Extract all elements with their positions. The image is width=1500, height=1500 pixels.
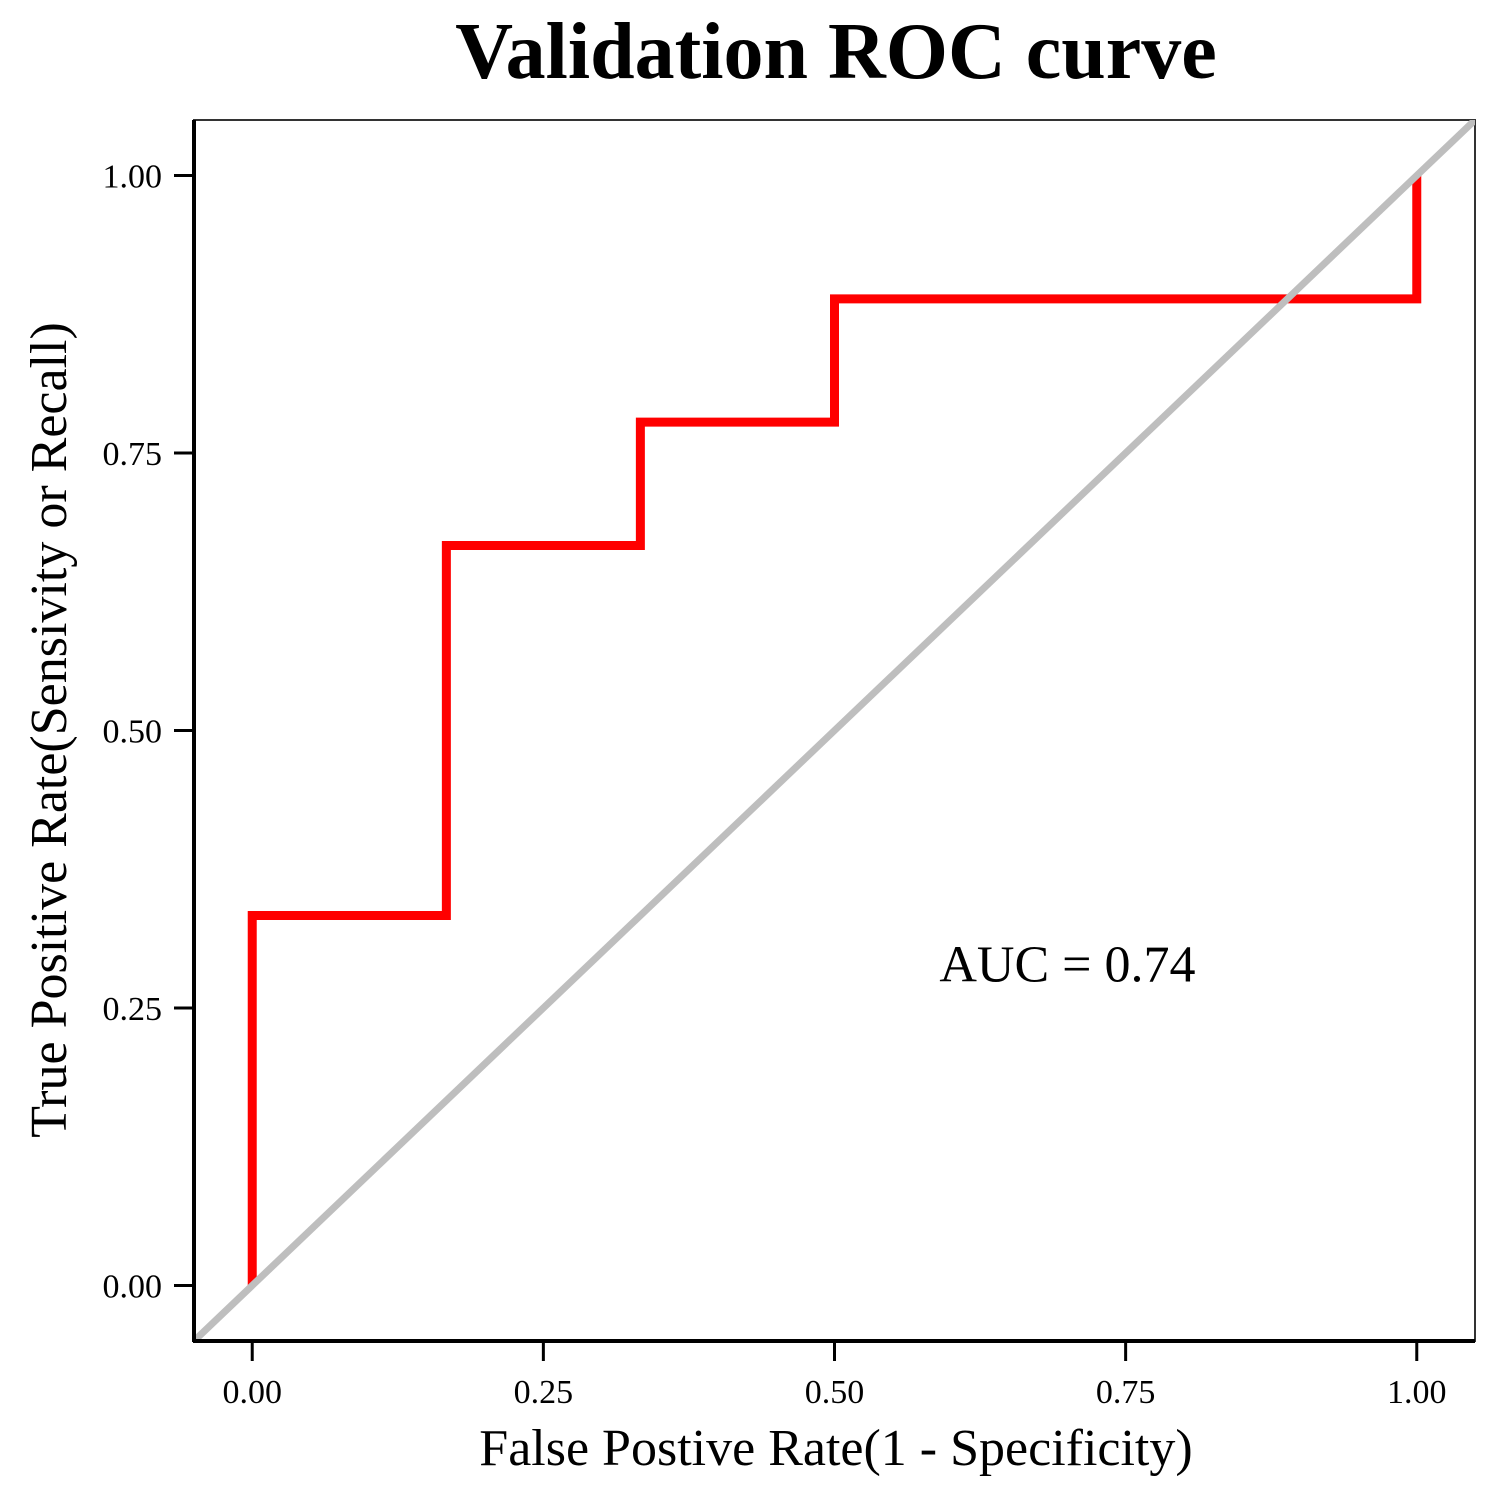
reference-diagonal-line [194, 120, 1475, 1341]
x-tick-label: 1.00 [1387, 1374, 1447, 1411]
chart-title: Validation ROC curve [455, 8, 1217, 96]
x-tick-label: 0.00 [222, 1374, 282, 1411]
x-tick-label: 0.50 [805, 1374, 865, 1411]
auc-annotation: AUC = 0.74 [939, 937, 1195, 994]
x-tick-label: 0.75 [1096, 1374, 1156, 1411]
roc-curve-line [247, 175, 1422, 1286]
plot-area: 0.00 0.25 0.50 0.75 1.00 0.00 0.25 0.50 0.75 1.00… [103, 119, 1476, 1411]
y-axis-label: True Positive Rate(Sensivity or Recall) [21, 322, 78, 1138]
y-tick-label: 0.25 [103, 991, 163, 1028]
y-tick-label: 0.50 [103, 714, 163, 751]
x-tick-label: 0.25 [514, 1374, 574, 1411]
x-axis-label: False Postive Rate(1 - Specificity) [479, 1420, 1192, 1477]
y-tick-label: 1.00 [103, 159, 163, 196]
y-tick-label: 0.75 [103, 436, 163, 473]
y-tick-label: 0.00 [103, 1269, 163, 1306]
